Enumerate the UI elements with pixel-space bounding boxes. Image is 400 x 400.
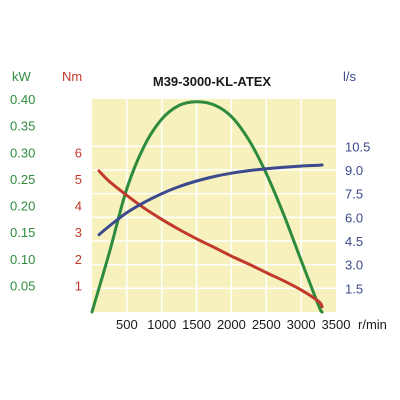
x-tick-label: 3000 <box>287 317 316 332</box>
ls-tick-label: 9.0 <box>345 163 363 178</box>
nm-axis-unit: Nm <box>62 69 82 84</box>
series-lines <box>90 100 324 314</box>
kw-axis-unit: kW <box>12 69 32 84</box>
kw-tick-label: 0.10 <box>10 252 35 267</box>
ls-series-line <box>97 163 324 237</box>
kw-tick-label: 0.25 <box>10 172 35 187</box>
ls-tick-label: 1.5 <box>345 281 363 296</box>
kw-tick-label: 0.30 <box>10 145 35 160</box>
x-tick-label: 1500 <box>182 317 211 332</box>
kw-tick-label: 0.40 <box>10 92 35 107</box>
x-tick-label: 2000 <box>217 317 246 332</box>
nm-tick-label: 1 <box>75 278 82 293</box>
ls-tick-label: 10.5 <box>345 139 370 154</box>
x-tick-label: 1000 <box>147 317 176 332</box>
ls-tick-label: 4.5 <box>345 234 363 249</box>
ls-tick-label: 3.0 <box>345 258 363 273</box>
ls-tick-label: 6.0 <box>345 210 363 225</box>
nm-tick-label: 6 <box>75 145 82 160</box>
x-tick-label: 3500 <box>322 317 351 332</box>
tick-labels: 500 1000 1500 2000 2500 3000 3500 0.05 0.10 0.15 0… <box>10 92 370 332</box>
kw-tick-label: 0.05 <box>10 278 35 293</box>
ls-axis-unit: l/s <box>343 69 357 84</box>
x-tick-label: 500 <box>116 317 138 332</box>
nm-tick-label: 5 <box>75 172 82 187</box>
kw-tick-label: 0.15 <box>10 225 35 240</box>
kw-tick-label: 0.35 <box>10 119 35 134</box>
x-tick-label: 2500 <box>252 317 281 332</box>
nm-tick-label: 4 <box>75 199 82 214</box>
kw-tick-label: 0.20 <box>10 199 35 214</box>
nm-tick-label: 3 <box>75 225 82 240</box>
x-axis-unit: r/min <box>358 317 387 332</box>
nm-series-line <box>97 169 324 309</box>
nm-tick-label: 2 <box>75 252 82 267</box>
kw-series-line <box>90 100 324 314</box>
chart-title: M39-3000-KL-ATEX <box>153 74 272 89</box>
plot-area <box>92 99 336 312</box>
ls-tick-label: 7.5 <box>345 187 363 202</box>
